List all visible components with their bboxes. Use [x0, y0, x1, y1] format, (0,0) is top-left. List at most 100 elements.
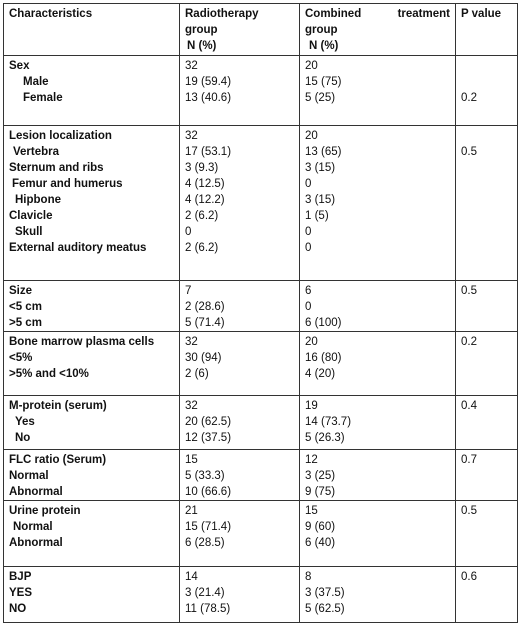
- radiotherapy-cell: 14 3 (21.4) 11 (78.5): [179, 566, 300, 623]
- cell-value: 16 (80): [305, 352, 342, 364]
- cell-value: 15: [185, 454, 198, 466]
- cell-value: 14 (73.7): [305, 416, 352, 428]
- combined-cell: 8 3 (37.5) 5 (62.5): [299, 566, 456, 623]
- header-text: group: [305, 24, 338, 36]
- cell-value: 32: [185, 60, 198, 72]
- row-label: <5 cm: [9, 301, 42, 313]
- header-cell: Characteristics: [3, 3, 180, 56]
- cell-value: 3 (25): [305, 470, 336, 482]
- p-value-cell: 0.5: [455, 280, 518, 332]
- cell-value: [461, 128, 512, 144]
- row-label: YES: [9, 587, 33, 599]
- cell-value: 0: [185, 226, 192, 238]
- cell-value: 20: [305, 60, 318, 72]
- p-value-cell: 0.6: [455, 566, 518, 623]
- cell-value: [461, 208, 512, 224]
- row-label: Hipbone: [15, 194, 61, 206]
- header-text: N (%): [187, 40, 217, 52]
- cell-value: 0: [305, 178, 312, 190]
- row-label: BJP: [9, 571, 32, 583]
- cell-value: [461, 535, 512, 551]
- cell-value: [461, 192, 512, 208]
- cell-value: 0.6: [461, 571, 477, 583]
- cell-value: [461, 414, 512, 430]
- header-text: Characteristics: [9, 8, 93, 20]
- cell-value: 0: [305, 226, 312, 238]
- cell-value: 4 (12.2): [185, 194, 225, 206]
- cell-value: 5 (62.5): [305, 603, 345, 615]
- row-label: Skull: [15, 226, 43, 238]
- p-value-cell: 0.2: [455, 55, 518, 126]
- cell-value: 4 (12.5): [185, 178, 225, 190]
- cell-value: [461, 519, 512, 535]
- cell-value: 21: [185, 505, 198, 517]
- row-label: Vertebra: [13, 146, 60, 158]
- row-label: >5 cm: [9, 317, 42, 329]
- cell-value: 14: [185, 571, 198, 583]
- cell-value: 3 (15): [305, 194, 336, 206]
- row-label: External auditory meatus: [9, 242, 147, 254]
- group-row: Size <5 cm >5 cm 7 2 (28.6) 5 (71.4) 6 0 6 (100)…: [3, 280, 518, 332]
- p-value-cell: 0.5: [455, 500, 518, 567]
- cell-value: [461, 176, 512, 192]
- row-label: Normal: [13, 521, 53, 533]
- cell-value: [461, 430, 512, 446]
- table-body: Characteristics Radiotherapy group N (%) Com…: [3, 3, 518, 623]
- group-row: Bone marrow plasma cells <5% >5% and <10% 3…: [3, 331, 518, 396]
- group-row: BJP YES NO 14 3 (21.4) 11 (78.5) 8 3 (37.5) 5 (6…: [3, 566, 518, 623]
- cell-value: 6 (100): [305, 317, 342, 329]
- group-row: Sex Male Female 32 19 (59.4) 13 (40.6) 20 15 (7…: [3, 55, 518, 126]
- cell-value: 6 (40): [305, 537, 336, 549]
- cell-value: 9 (60): [305, 521, 336, 533]
- cell-value: 11 (78.5): [185, 603, 231, 615]
- cell-value: [461, 240, 512, 256]
- p-value-cell: 0.7: [455, 449, 518, 501]
- row-label: Bone marrow plasma cells: [9, 336, 155, 348]
- combined-cell: 12 3 (25) 9 (75): [299, 449, 456, 501]
- cell-value: 20: [305, 336, 318, 348]
- cell-value: 13 (65): [305, 146, 342, 158]
- cell-value: [461, 315, 512, 331]
- row-label: FLC ratio (Serum): [9, 454, 107, 466]
- cell-value: 0.2: [461, 336, 477, 348]
- characteristic-cell: BJP YES NO: [3, 566, 180, 623]
- radiotherapy-cell: 7 2 (28.6) 5 (71.4): [179, 280, 300, 332]
- header-text: P value: [461, 8, 502, 20]
- cell-value: 2 (6.2): [185, 242, 219, 254]
- cell-value: 0.4: [461, 400, 477, 412]
- header-cell: P value: [455, 3, 518, 56]
- cell-value: 0.5: [461, 505, 477, 517]
- cell-value: 19 (59.4): [185, 76, 232, 88]
- cell-value: 5 (71.4): [185, 317, 225, 329]
- cell-value: 32: [185, 400, 198, 412]
- cell-value: 0.2: [461, 92, 477, 104]
- row-label: Abnormal: [9, 537, 63, 549]
- cell-value: 8: [305, 571, 312, 583]
- group-row: Urine protein Normal Abnormal 21 15 (71.4) 6 …: [3, 500, 518, 567]
- cell-value: [461, 74, 512, 90]
- row-label: Femur and humerus: [12, 178, 123, 190]
- row-label: Abnormal: [9, 486, 63, 498]
- row-label: Lesion localization: [9, 130, 112, 142]
- characteristic-cell: Sex Male Female: [3, 55, 180, 126]
- cell-value: 17 (53.1): [185, 146, 232, 158]
- cell-value: 5 (25): [305, 92, 336, 104]
- row-label: >5% and <10%: [9, 368, 89, 380]
- characteristic-cell: Bone marrow plasma cells <5% >5% and <10%: [3, 331, 180, 396]
- row-label: Clavicle: [9, 210, 53, 222]
- radiotherapy-cell: 32 19 (59.4) 13 (40.6): [179, 55, 300, 126]
- combined-cell: 20 15 (75) 5 (25): [299, 55, 456, 126]
- p-value-cell: 0.5: [455, 125, 518, 281]
- combined-cell: 20 16 (80) 4 (20): [299, 331, 456, 396]
- characteristic-cell: Size <5 cm >5 cm: [3, 280, 180, 332]
- header-text: Combined treatment: [305, 8, 450, 20]
- cell-value: [461, 58, 512, 74]
- row-label: <5%: [9, 352, 33, 364]
- header-text: Radiotherapy: [185, 8, 259, 20]
- group-row: FLC ratio (Serum) Normal Abnormal 15 5 (33.3…: [3, 449, 518, 501]
- cell-value: 3 (21.4): [185, 587, 225, 599]
- cell-value: 0.7: [461, 454, 477, 466]
- row-label: Yes: [15, 416, 35, 428]
- cell-value: 20 (62.5): [185, 416, 232, 428]
- row-label: M-protein (serum): [9, 400, 107, 412]
